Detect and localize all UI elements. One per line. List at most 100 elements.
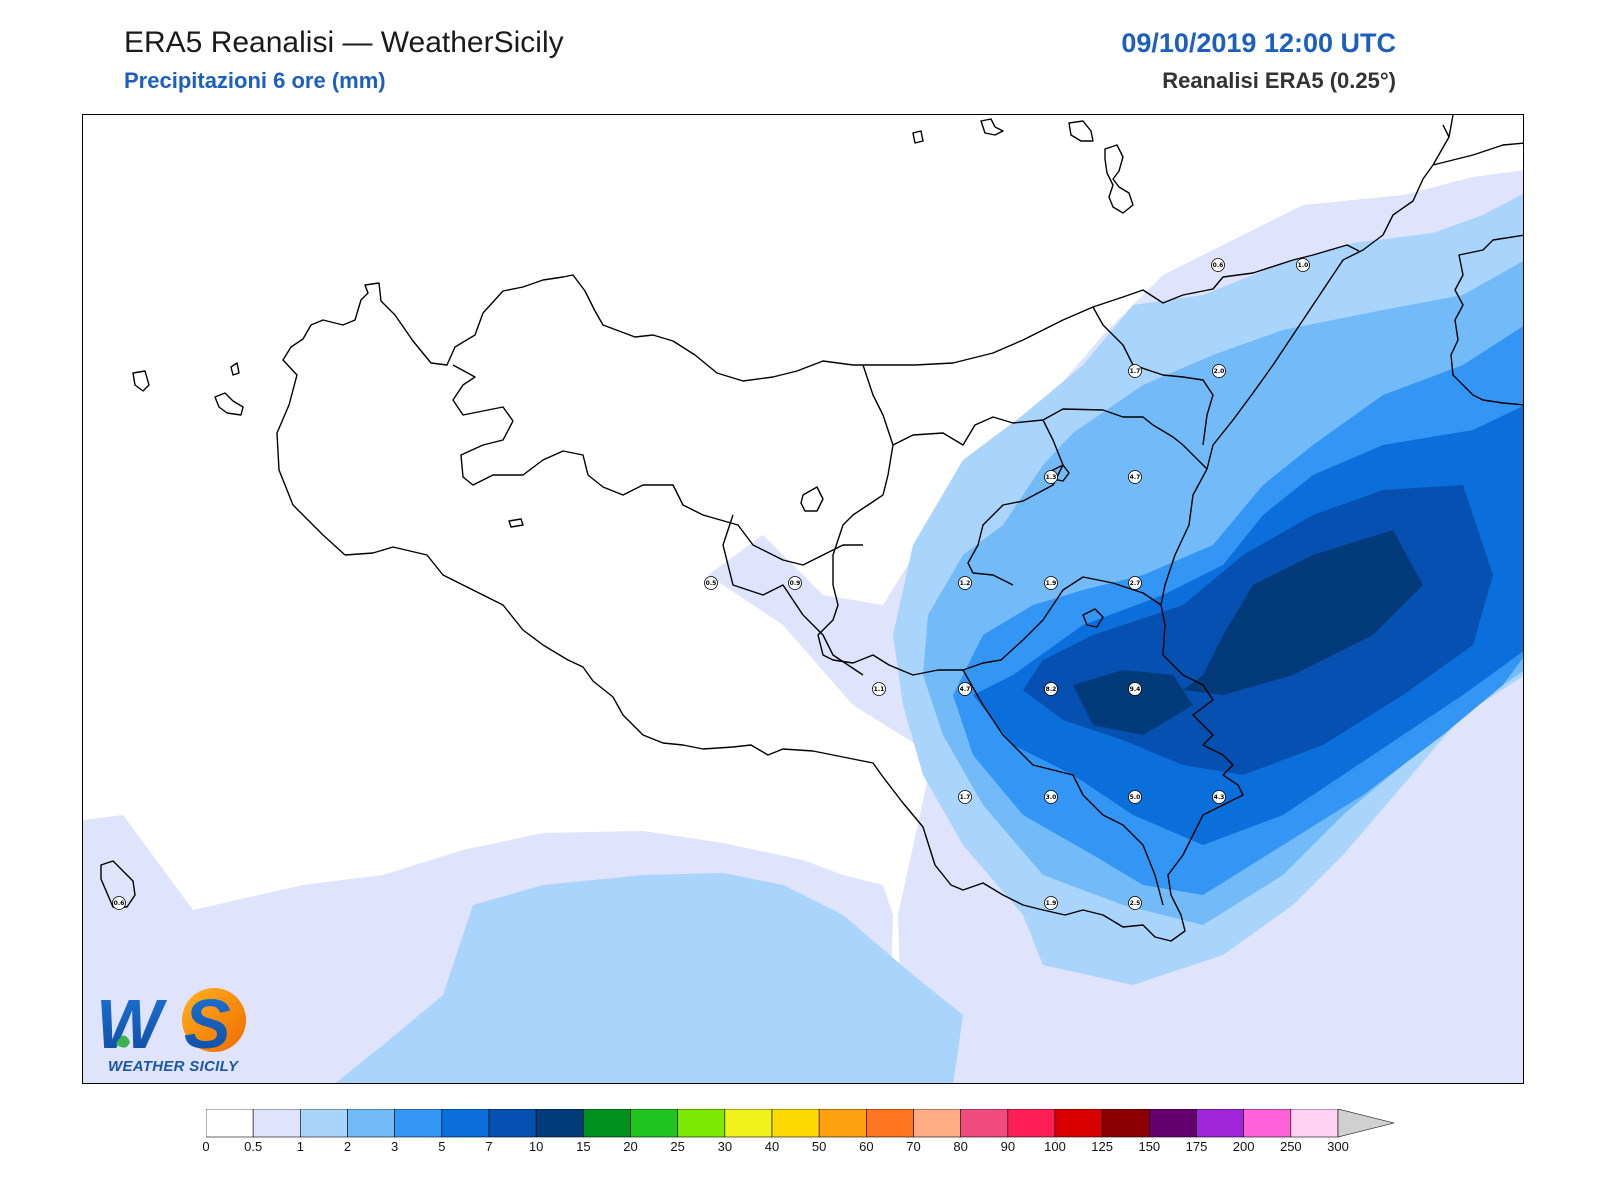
station-marker: 4.7 [958, 682, 972, 696]
colorbar-tick-label: 10 [528, 1139, 544, 1154]
station-marker: 2.5 [1128, 896, 1142, 910]
colorbar-swatch [347, 1109, 395, 1138]
weather-sicily-logo: W S WEATHER SICILY [96, 982, 256, 1075]
station-value: 1.0 [1298, 262, 1309, 269]
logo-wordmark: WEATHER SICILY [108, 1058, 239, 1075]
station-value: 1.9 [1046, 900, 1057, 907]
colorbar-swatch [960, 1109, 1009, 1138]
colorbar-swatch [724, 1109, 773, 1138]
island-pantelleria [100, 860, 136, 908]
colorbar-tick-label: 2 [343, 1139, 352, 1154]
island-aeolian-2 [980, 118, 1004, 136]
island-aeolian-3 [1068, 120, 1094, 142]
station-value: 0.6 [1213, 262, 1224, 269]
station-marker: 8.2 [1044, 682, 1058, 696]
station-value: 0.5 [706, 580, 717, 587]
island-aeolian-4 [1104, 144, 1134, 214]
model-label: Reanalisi ERA5 (0.25°) [1162, 68, 1396, 93]
colorbar-swatch [1054, 1109, 1103, 1138]
colorbar-swatch [771, 1109, 820, 1138]
station-marker: 0.5 [704, 576, 718, 590]
station-marker: 1.2 [958, 576, 972, 590]
station-marker: 1.1 [872, 682, 886, 696]
colorbar-swatch [677, 1109, 726, 1138]
station-value: 1.2 [960, 580, 971, 587]
svg-text:S: S [184, 985, 231, 1062]
map-subtitle: Precipitazioni 6 ore (mm) [124, 68, 386, 93]
station-marker: 3.0 [1044, 790, 1058, 804]
province-border-7 [962, 669, 1164, 906]
sicily-coastline [276, 244, 1360, 556]
colorbar [206, 1109, 1395, 1138]
colorbar-tick-label: 0 [202, 1139, 210, 1154]
station-value: 1.3 [1046, 474, 1057, 481]
colorbar-tick-label: 60 [859, 1139, 874, 1154]
svg-text:W: W [96, 985, 168, 1062]
colorbar-tick-label: 7 [485, 1139, 493, 1154]
colorbar-swatch [1290, 1109, 1339, 1138]
station-marker: 5.0 [1128, 790, 1142, 804]
station-marker: 0.6 [112, 896, 126, 910]
precipitation-shading [83, 170, 1523, 1083]
colorbar-tick-label: 100 [1044, 1139, 1066, 1154]
station-value: 2.5 [1130, 900, 1141, 907]
colorbar-tick-label: 125 [1091, 1139, 1114, 1154]
station-marker: 1.7 [958, 790, 972, 804]
precipitation-map: 0.6 1.0 1.7 2.0 1.3 4.7 0.5 0.9 1.2 1.9 2.7 1.1 4.7 8… [82, 114, 1524, 1084]
colorbar-tick-label: 50 [811, 1139, 827, 1154]
station-value: 1.7 [1130, 368, 1141, 375]
station-marker: 1.9 [1044, 576, 1058, 590]
island-small-4 [1082, 608, 1104, 628]
island-egadi-2 [230, 362, 240, 376]
station-value: 4.7 [960, 686, 971, 693]
station-marker: 1.3 [1044, 470, 1058, 484]
colorbar-tick-label: 1 [296, 1139, 304, 1154]
colorbar-tick-label: 300 [1327, 1139, 1349, 1154]
shade-level-10-b [1073, 670, 1193, 735]
station-value: 1.9 [1046, 580, 1057, 587]
station-value: 2.0 [1214, 368, 1225, 375]
colorbar-swatch [1007, 1109, 1056, 1138]
province-border-3 [1022, 576, 1162, 641]
island-aeolian-1 [912, 130, 924, 144]
station-value: 8.2 [1046, 686, 1057, 693]
colorbar-swatch [630, 1109, 678, 1138]
station-marker: 1.9 [1044, 896, 1058, 910]
colorbar-tick-label: 70 [906, 1139, 921, 1154]
station-value: 1.1 [874, 686, 885, 693]
colorbar-tick-label: 150 [1138, 1139, 1161, 1154]
map-datetime: 09/10/2019 12:00 UTC [1121, 28, 1396, 58]
station-value: 0.9 [790, 580, 801, 587]
colorbar-tick-label: 20 [623, 1139, 638, 1154]
map-title: ERA5 Reanalisi — WeatherSicily [124, 26, 564, 59]
colorbar-swatch [206, 1109, 254, 1138]
station-marker: 2.0 [1212, 364, 1226, 378]
province-border-8 [452, 364, 863, 566]
colorbar-tick-label: 3 [391, 1139, 399, 1154]
colorbar-swatch [1243, 1109, 1292, 1138]
colorbar-tick-label: 175 [1185, 1139, 1208, 1154]
colorbar-swatch [488, 1109, 537, 1138]
shade-level-1-sw [335, 873, 963, 1083]
colorbar-tick-label: 30 [717, 1139, 733, 1154]
coastlines [100, 115, 1523, 942]
province-border-5 [1092, 306, 1214, 446]
island-small-2 [800, 486, 824, 512]
colorbar-swatch [818, 1109, 867, 1138]
island-ustica [132, 370, 150, 392]
station-value: 4.7 [1130, 474, 1141, 481]
station-value: 5.0 [1130, 794, 1141, 801]
colorbar-tick-label: 15 [576, 1139, 591, 1154]
colorbar-tick-label: 25 [670, 1139, 685, 1154]
island-egadi-1 [214, 392, 244, 416]
colorbar-swatch [535, 1109, 584, 1138]
colorbar-tick-label: 200 [1232, 1139, 1255, 1154]
colorbar-swatch [300, 1109, 348, 1138]
station-marker: 0.9 [788, 576, 802, 590]
province-border-1 [817, 364, 1024, 676]
east-coast [344, 274, 1334, 942]
station-value: 4.3 [1214, 794, 1225, 801]
station-marker: 4.3 [1212, 790, 1226, 804]
colorbar-tick-label: 40 [764, 1139, 780, 1154]
shade-level-10 [1183, 530, 1423, 695]
